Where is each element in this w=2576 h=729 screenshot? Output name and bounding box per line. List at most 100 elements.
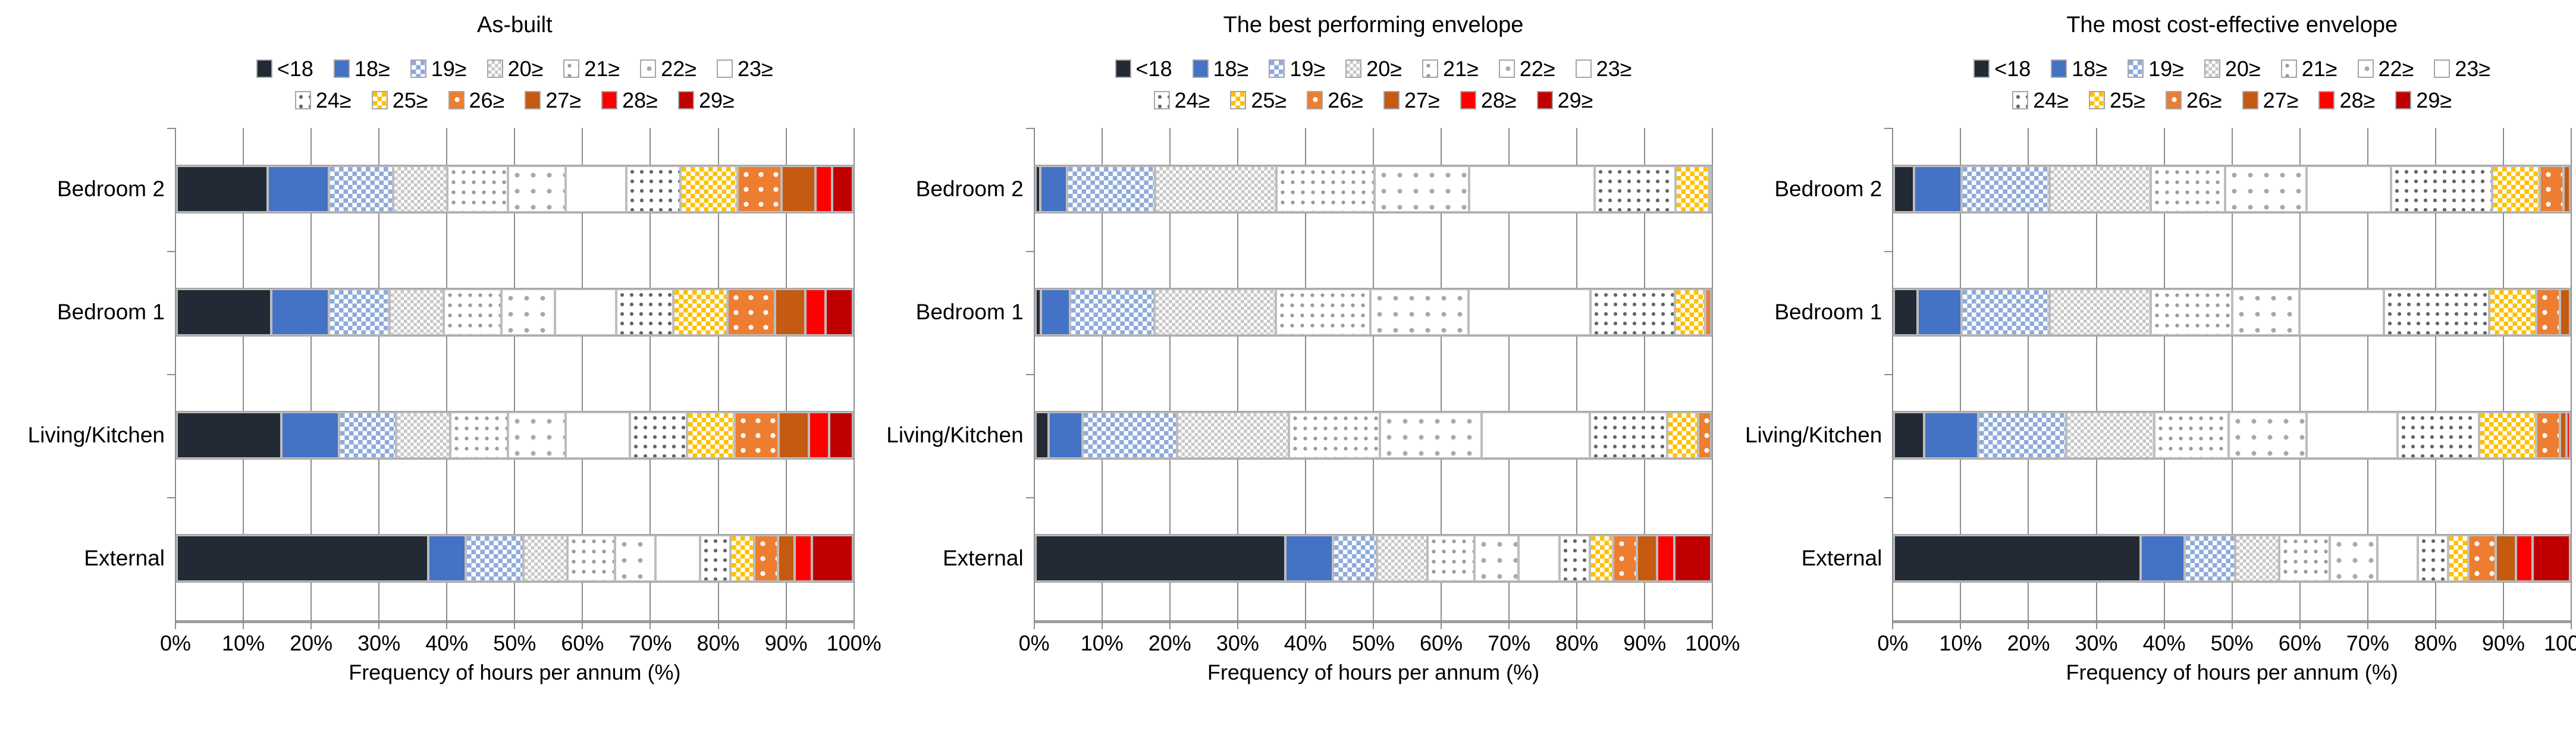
legend-swatch-icon [563, 59, 580, 78]
legend-label: 20≥ [2224, 56, 2261, 81]
bar-segment-ge23 [565, 166, 626, 213]
legend-item-ge27: 27≥ [2242, 88, 2299, 113]
bar-segment-ge20 [523, 535, 567, 582]
legend-item-lt18: <18 [1115, 56, 1172, 81]
legend-swatch-icon [333, 59, 350, 78]
bar-segment-ge27 [774, 289, 806, 336]
bar-segment-ge24 [626, 166, 680, 213]
gridline [1508, 127, 1510, 620]
x-axis-tick [1033, 620, 1035, 629]
legend-swatch-icon [294, 91, 311, 110]
bar-segment-ge21 [2154, 412, 2229, 459]
bar-segment-ge29 [1674, 535, 1712, 582]
legend-swatch-icon [1460, 91, 1476, 110]
bar-segment-ge19 [1083, 412, 1178, 459]
x-tick-label: 40% [425, 630, 469, 655]
legend-item-ge26: 26≥ [448, 89, 504, 112]
x-axis-tick [2367, 620, 2368, 629]
legend-item-ge23: 23≥ [1575, 56, 1631, 81]
legend-swatch-icon [2395, 91, 2412, 110]
bar-segment-ge22 [1380, 412, 1482, 459]
x-tick-label: 0% [159, 630, 192, 655]
bar-segment-ge27 [782, 166, 816, 213]
legend-swatch-icon [2089, 91, 2106, 110]
bar-segment-ge21 [2279, 535, 2330, 582]
legend-label: 27≥ [2263, 88, 2299, 113]
legend-swatch-icon [2051, 59, 2067, 78]
bar-segment-ge18 [1040, 166, 1068, 213]
legend-swatch-icon [1153, 91, 1170, 110]
gridline [853, 127, 855, 620]
legend-label: 24≥ [2033, 88, 2069, 113]
x-tick-label: 90% [764, 630, 808, 655]
legend-item-ge19: 19≥ [1269, 56, 1325, 81]
plot-area: 0% 10% 20% 30% 40% 50% 60% 70% 80% 90% 100% Bedroom… [28, 127, 881, 655]
legend-label: 25≥ [1251, 88, 1287, 113]
bar-row [1034, 411, 1713, 460]
bar-segment-ge26 [2536, 289, 2560, 336]
bar-segment-ge21 [1276, 289, 1371, 336]
legend-swatch-icon [371, 91, 388, 110]
x-tick-label: 10% [1939, 630, 1982, 655]
legend-label: 29≥ [698, 88, 735, 113]
bar-segment-ge25 [2448, 535, 2469, 582]
gridline [1237, 127, 1238, 620]
bar-segment-ge26 [1705, 289, 1712, 336]
bar-segment-ge18 [268, 166, 329, 213]
bar-segment-ge23 [2377, 535, 2418, 582]
x-axis-tick [514, 620, 516, 629]
legend-label: 28≥ [1480, 88, 1517, 113]
x-axis-tick [2163, 620, 2165, 629]
x-tick-label: 20% [2007, 630, 2050, 655]
legend-label: 20≥ [1366, 56, 1402, 81]
bar-segment-ge27 [2563, 166, 2570, 213]
x-tick-label: 30% [357, 630, 401, 655]
gridline [1441, 127, 1442, 620]
x-tick-label: 40% [1284, 630, 1327, 655]
legend-item-ge20: 20≥ [1345, 56, 1402, 81]
legend-label: 25≥ [2110, 88, 2145, 113]
x-axis-tick [1237, 620, 1238, 629]
x-axis-tick [650, 620, 651, 629]
gridline [650, 127, 651, 620]
legend-item-ge19: 19≥ [2128, 56, 2184, 81]
bar-segment-lt18 [1894, 535, 2141, 582]
legend: <18 18≥ 19≥ 20≥ 21≥ 22≥ 23≥ 24≥ 25≥ 26≥ 27≥ 28≥ 29≥ [1034, 56, 1713, 113]
bar-segment-ge25 [2478, 412, 2537, 459]
legend-swatch-icon [1307, 91, 1323, 110]
bar-row [175, 534, 854, 583]
x-tick-label: 50% [493, 630, 536, 655]
legend-swatch-icon [2434, 59, 2451, 78]
y-axis-label: Living/Kitchen [886, 423, 1024, 448]
x-tick-label: 20% [290, 630, 333, 655]
legend-item-ge27: 27≥ [525, 89, 581, 112]
bar-segment-ge23 [1481, 412, 1590, 459]
y-axis-label: External [84, 546, 165, 571]
gridline [2434, 127, 2436, 620]
x-axis-tick [2571, 620, 2572, 629]
y-axis-tick [1884, 250, 1893, 252]
bar-row [1034, 534, 1713, 583]
bar-segment-ge24 [1594, 166, 1676, 213]
bar-segment-ge25 [680, 166, 738, 213]
x-axis-tick [1712, 620, 1714, 629]
gridline [1644, 127, 1646, 620]
panel-title: The most cost-effective envelope [2066, 12, 2398, 37]
legend-label: <18 [277, 56, 313, 81]
bar-segment-ge19 [1962, 289, 2050, 336]
legend-item-ge20: 20≥ [2204, 56, 2261, 81]
bar-segment-ge18 [1914, 166, 1962, 213]
bar-segment-ge20 [1154, 166, 1277, 213]
legend-item-ge28: 28≥ [1460, 89, 1517, 112]
x-tick-label: 20% [1148, 630, 1191, 655]
bar-row [1893, 411, 2572, 460]
y-axis-tick [1025, 250, 1034, 252]
x-tick-label: 0% [1877, 630, 1909, 655]
x-axis-tick [1508, 620, 1510, 629]
gridline [175, 127, 176, 620]
bar-segment-ge24 [616, 289, 674, 336]
gridline [717, 127, 719, 620]
x-axis-tick [2095, 620, 2097, 629]
x-axis-tick [1576, 620, 1578, 629]
legend-label: 20≥ [507, 56, 544, 81]
